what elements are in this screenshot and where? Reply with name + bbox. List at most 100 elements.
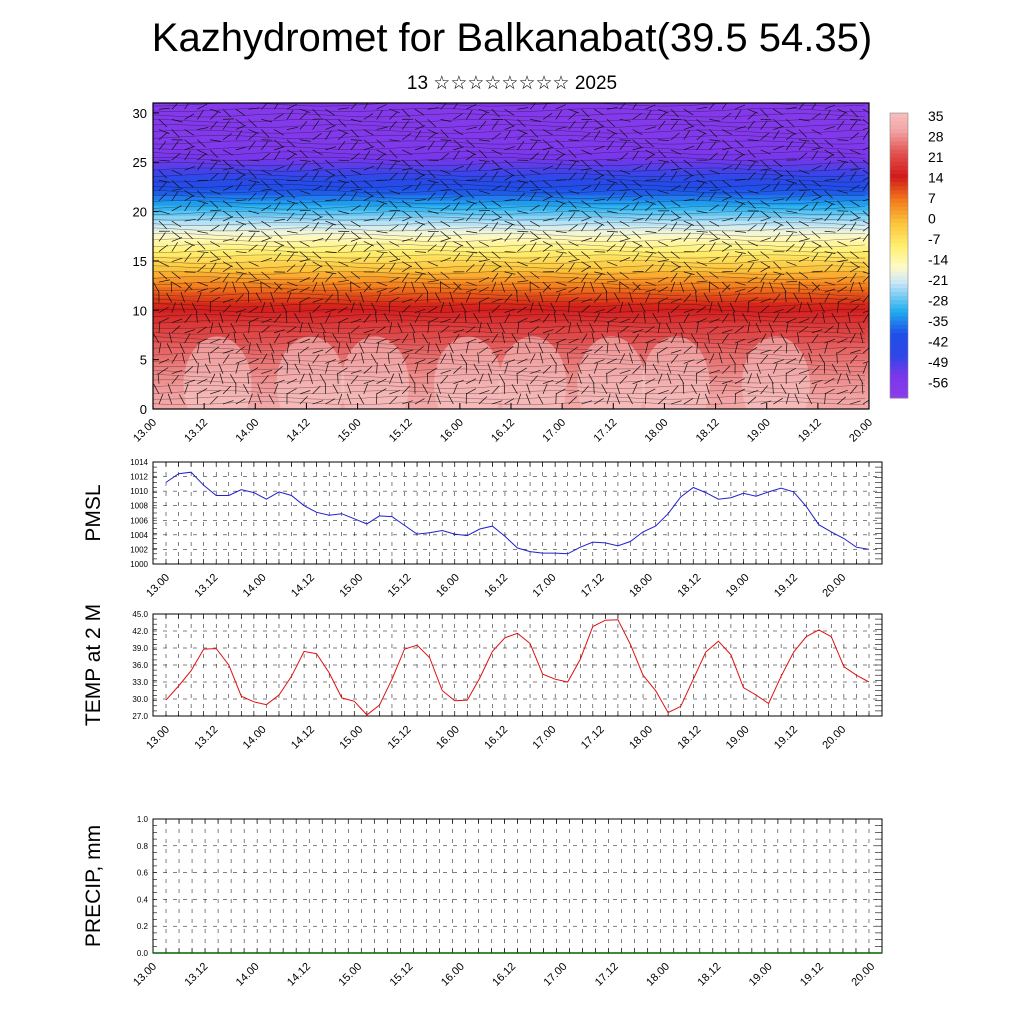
wind-barb [683,345,693,354]
wind-barb [167,393,173,405]
wind-barb [593,312,600,323]
wind-barb [350,169,362,175]
wind-barb [862,176,869,181]
wind-barb [491,333,498,344]
wind-barb [768,322,774,334]
x-tick-label: 16.12 [489,417,517,445]
wind-barb [811,112,821,120]
wind-barb [325,181,332,191]
wind-barb [504,174,515,181]
wind-barb [718,352,723,364]
wind-barb [632,190,642,198]
y-tick-label: 45.0 [132,610,148,619]
wind-barb [658,297,669,303]
wind-barb [658,338,669,344]
wind-barb [837,301,839,313]
contour-line [153,249,866,253]
contour-line [153,341,866,346]
wind-barb [180,291,185,303]
wind-barb [257,383,262,395]
wind-barb [376,212,385,222]
wind-barb [325,119,335,127]
wind-barb [158,220,168,230]
wind-barb [491,167,503,171]
wind-barb [773,198,785,202]
contour-line [153,178,866,183]
wind-barb [709,139,721,142]
wind-barb [209,373,216,384]
wind-barb [440,140,448,151]
wind-barb [568,389,580,395]
wind-barb [332,282,339,293]
colorbar-swatch [890,255,908,261]
wind-barb [658,159,670,163]
x-tick-label: 15.00 [337,724,365,752]
wind-barb [542,103,548,110]
wind-barb [363,333,370,344]
wind-barb [722,165,733,171]
wind-barb [760,237,772,242]
colorbar-swatch [890,137,908,142]
wind-barb [530,318,541,324]
wind-barb [248,192,257,201]
wind-barb [235,294,244,303]
wind-barb [376,202,385,212]
wind-barb [581,221,588,232]
wind-barb [325,220,336,226]
wind-barb [538,343,544,354]
wind-barb [166,343,173,354]
wind-barb [709,256,720,263]
wind-barb [780,384,787,395]
wind-barb [376,139,386,148]
wind-barb [581,159,590,168]
wind-barb [542,195,554,202]
wind-barb [389,172,398,181]
wind-barb [491,304,501,313]
wind-barb [269,302,275,313]
wind-barb [235,146,247,151]
wind-barb [773,271,785,276]
wind-barb [517,367,527,374]
wind-barb [849,333,856,344]
wind-barb [464,311,467,323]
wind-barb [861,382,864,394]
wind-barb [312,171,319,181]
wind-barb [230,322,237,334]
wind-barb [350,301,355,313]
contour-line [153,281,866,286]
wind-barb [260,281,262,293]
wind-barb [696,182,705,191]
wind-barb [760,261,771,268]
wind-barb [760,354,768,364]
wind-barb [389,286,400,293]
wind-barb [387,352,390,364]
wind-barb [414,169,425,177]
contour-line [153,390,866,395]
wind-barb [478,211,486,222]
wind-barb [274,190,284,197]
wind-barb [619,180,628,189]
wind-barb [747,373,752,384]
wind-barb [850,298,861,303]
wind-barb [401,132,412,141]
wind-barb [376,388,387,395]
wind-barb [477,352,480,364]
wind-barb [555,203,565,212]
wind-barb [798,281,809,289]
wind-barb [837,373,842,384]
wind-barb [517,180,529,184]
wind-barb [696,280,708,283]
wind-barb [248,279,260,283]
wind-barb [632,201,639,212]
wind-barb [632,284,641,293]
wind-barb [632,150,639,161]
colorbar-swatch [890,389,908,395]
contour-line [153,173,866,177]
wind-barb [286,362,289,374]
wind-barb [465,292,471,303]
wind-barb [619,375,628,384]
wind-barb [299,286,310,293]
wind-barb [235,362,239,374]
